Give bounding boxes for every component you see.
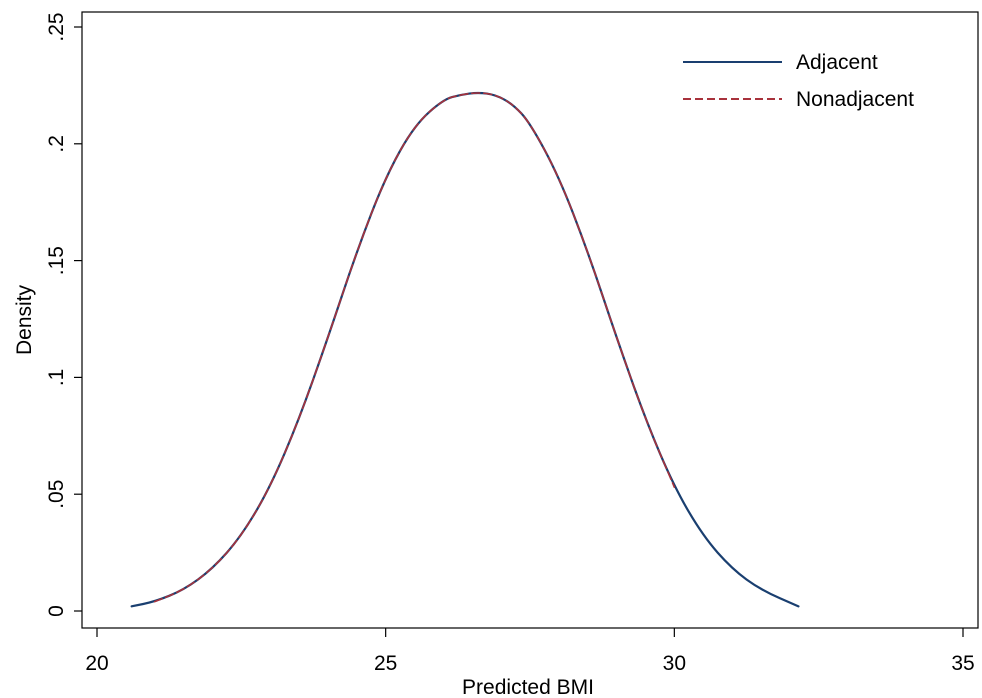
x-tick-label: 25 xyxy=(374,652,397,675)
y-tick-label: .25 xyxy=(45,12,68,41)
y-tick-label: .1 xyxy=(45,369,68,387)
y-tick-label: .15 xyxy=(45,246,68,275)
series-layer xyxy=(130,91,800,608)
y-tick-label: 0 xyxy=(45,605,68,617)
y-axis-title: Density xyxy=(13,284,36,355)
series-line-nonadjacent xyxy=(153,92,676,603)
x-tick-label: 35 xyxy=(951,652,974,675)
legend-label-adjacent: Adjacent xyxy=(796,51,878,74)
x-tick-label: 20 xyxy=(85,652,108,675)
series-line-adjacent xyxy=(130,91,800,608)
y-tick-label: .05 xyxy=(45,480,68,509)
plot-frame xyxy=(81,11,979,629)
x-axis-title: Predicted BMI xyxy=(462,676,594,698)
x-axis: 20 25 30 35 xyxy=(85,628,975,675)
legend: Adjacent Nonadjacent xyxy=(683,51,914,111)
x-tick-label: 30 xyxy=(663,652,686,675)
y-tick-label: .2 xyxy=(45,135,68,153)
legend-label-nonadjacent: Nonadjacent xyxy=(796,88,914,111)
y-axis: 0 .05 .1 .15 .2 .25 xyxy=(45,12,82,617)
